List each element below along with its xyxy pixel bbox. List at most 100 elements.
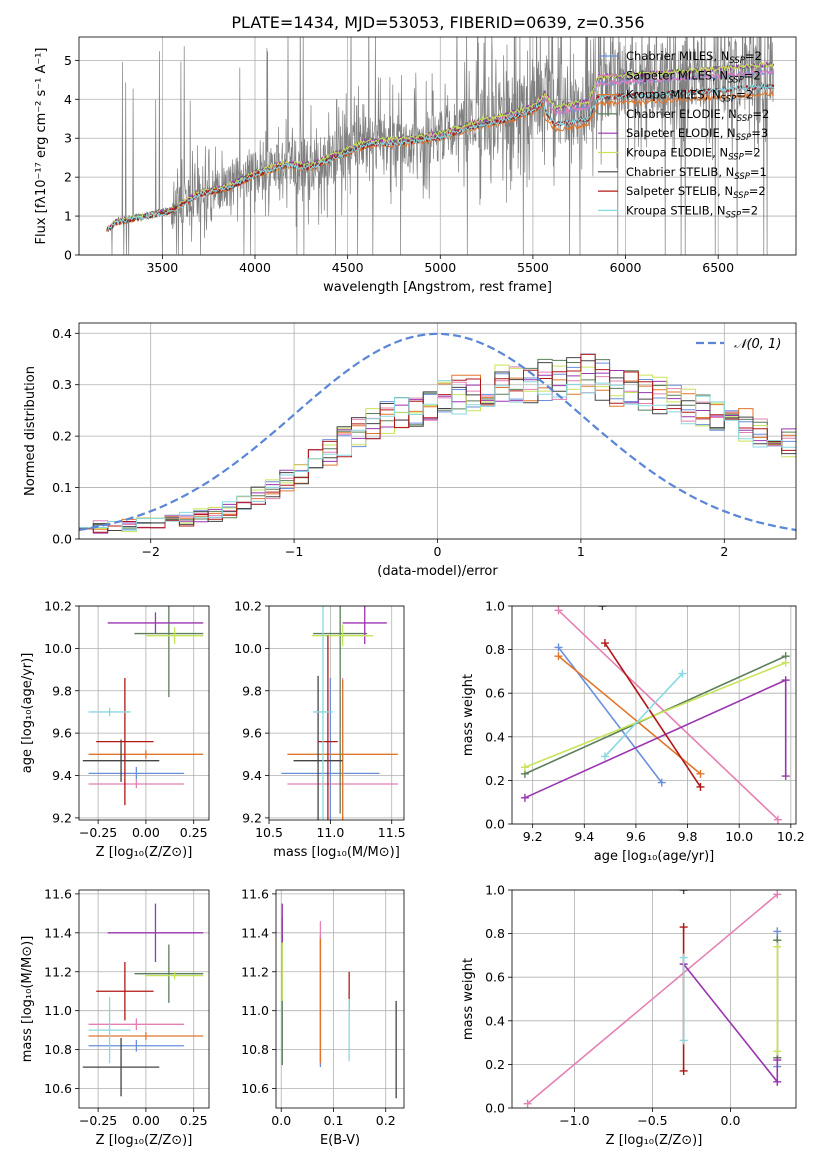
weight-marker [696,769,705,778]
weight-marker [520,793,529,802]
y-tick-label: 9.6 [242,726,262,741]
y-tick-label: 10.6 [241,1081,269,1096]
weight-marker [781,676,790,685]
y-tick-label: 0.6 [485,970,505,985]
y-tick-label: 11.4 [44,925,72,940]
legend-entry: Salpeter MILES, NSSP=2 [626,68,761,85]
x-axis-label: E(B-V) [320,1133,360,1148]
errorbar-point [82,1037,160,1097]
errorbar-point [287,680,398,820]
weight-marker [773,890,782,899]
x-tick-label: 0.00 [132,1113,160,1128]
legend-entry: Salpeter STELIB, NSSP=2 [626,184,766,201]
weight-marker [678,669,687,678]
weight-marker [773,815,782,824]
weight-series [679,953,688,1045]
x-tick-label: 1 [577,544,585,559]
y-tick-label: 9.4 [52,768,72,783]
weight-marker [679,1036,688,1045]
y-tick-label: 1.0 [485,883,505,898]
x-axis-label: Z [log₁₀(Z/Z⊙)] [606,1133,703,1148]
weight-series [679,890,688,894]
weight-marker [600,752,609,761]
y-tick-label: 11.6 [241,886,269,901]
errorbar-point [88,997,131,1064]
errorbar-point [145,971,204,980]
errorbar-point [342,606,387,645]
weight-line [557,646,663,784]
errorbar-point [88,707,131,717]
plot-area [106,37,775,255]
x-tick-label: 5500 [517,260,549,275]
weight-line [604,673,683,757]
y-axis-label: mass weight [461,958,476,1040]
x-tick-label: 3500 [146,260,178,275]
errorbar-point [313,606,333,820]
legend-entry: Chabrier MILES, NSSP=2 [626,49,762,66]
weight-marker [696,782,705,791]
y-tick-label: 11.2 [241,964,269,979]
errorbar-point [107,612,204,634]
y-tick-label: 11.0 [44,1003,72,1018]
y-tick-label: 9.4 [242,768,262,783]
y-tick-label: 1 [64,209,72,224]
weight-marker [679,953,688,962]
chart-spectrum: 3500 4000 4500 5000 5500 6000 6500 0 1 2 3 4 5 wavele… [34,36,797,295]
plot-area [82,606,204,806]
chart-mass_vs_ebv: 0.0 0.1 0.2 10.6 10.8 11.0 11.2 11.4 11.6 E(B-V) [241,886,405,1148]
plot-area [520,606,790,824]
x-axis-label: mass [log₁₀(M/M⊙)] [273,845,400,860]
axes-frame [78,605,210,821]
y-tick-label: 0.1 [52,480,72,495]
chart-age_vs_Z: −0.25 0.00 0.25 9.2 9.4 9.6 9.8 10.0 10.2 Z [log₁… [20,599,210,860]
x-tick-label: 0.0 [721,1113,741,1128]
weight-marker [773,1077,782,1086]
x-tick-label: 9.8 [678,829,698,844]
x-tick-label: 4000 [239,260,271,275]
y-tick-label: 10.6 [44,1081,72,1096]
y-axis-label: mass [log₁₀(M/M⊙)] [20,936,35,1063]
chart-residuals: −2 −1 0 1 2 0.0 0.1 0.2 0.3 0.4 (data-model)/error… [23,322,797,579]
weight-marker [679,890,688,894]
weight-marker [679,923,688,932]
legend-entry: Salpeter ELODIE, NSSP=3 [626,126,768,143]
y-tick-label: 2 [64,170,72,185]
weight-marker [554,652,563,661]
x-tick-label: −1.0 [559,1113,589,1128]
errorbar-point [82,739,160,782]
y-tick-label: 10.2 [44,599,72,614]
residual-histogram-line [79,380,796,531]
weight-marker [773,1056,782,1065]
spectrum-legend: Chabrier MILES, NSSP=2 Salpeter MILES, NS… [598,49,769,220]
y-tick-label: 1.0 [485,599,505,614]
errorbar-point [96,962,154,1021]
weight-series [600,669,687,761]
x-tick-label: −2 [141,544,159,559]
model-spectrum-line [106,83,775,233]
y-axis-label: Normed distribution [23,366,38,496]
weight-series [520,658,790,772]
y-tick-label: 9.2 [242,810,262,825]
y-tick-label: 0.0 [52,532,72,547]
grid [79,890,209,1108]
y-tick-label: 10.0 [44,641,72,656]
weight-marker [554,643,563,652]
weight-line [524,661,786,769]
x-tick-label: −0.5 [637,1113,667,1128]
chart-weight_vs_Z: −1.0 −0.5 0.0 0.0 0.2 0.4 0.6 0.8 1.0 Z [log₁₀(Z/… [461,883,797,1148]
y-tick-label: 0.2 [52,429,72,444]
y-tick-label: 0.0 [485,817,505,832]
x-axis-label: (data-model)/error [377,564,498,579]
y-tick-label: 0.2 [485,773,505,788]
errorbar-point [107,903,204,963]
errorbar-point [134,944,204,1003]
normal-distribution-curve [79,332,796,532]
x-axis-label: age [log₁₀(age/yr)] [594,849,715,864]
weight-line [604,642,702,788]
errorbar-point [96,678,154,806]
observed-spectrum-line [106,37,775,255]
weight-series [520,676,790,802]
errorbar-point [318,635,338,820]
y-tick-label: 0 [64,248,72,263]
